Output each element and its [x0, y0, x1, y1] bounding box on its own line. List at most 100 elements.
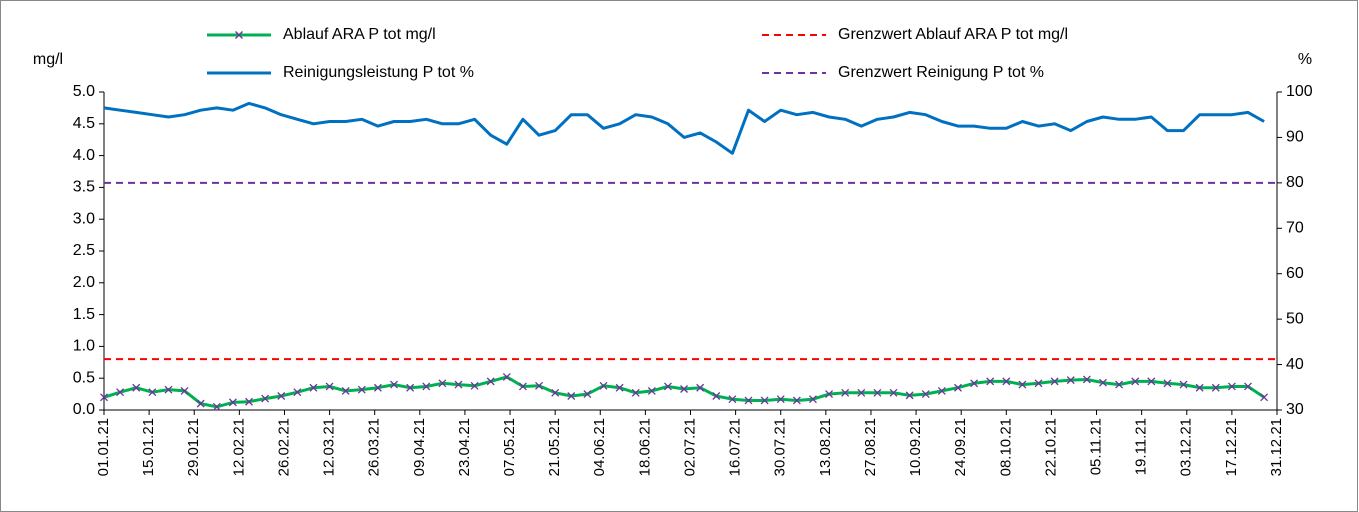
data-marker [1002, 377, 1011, 386]
y-tick-label: 4.5 [73, 115, 95, 132]
x-tick-label: 15.01.21 [140, 418, 157, 476]
data-marker [857, 388, 866, 397]
y2-tick-label: 40 [1286, 356, 1304, 373]
data-marker [406, 383, 415, 392]
data-marker [905, 391, 914, 400]
data-marker [1115, 380, 1124, 389]
data-marker [454, 380, 463, 389]
data-marker [1018, 380, 1027, 389]
x-tick-label: 10.09.21 [907, 418, 924, 476]
x-tick-label: 19.11.21 [1133, 418, 1150, 475]
data-marker [148, 388, 157, 397]
data-marker [776, 395, 785, 404]
data-line [103, 101, 1265, 155]
x-tick-label: 02.07.21 [681, 418, 698, 476]
y-tick-label: 0.0 [73, 401, 95, 418]
data-marker [841, 388, 850, 397]
y-tick-label: 1.0 [73, 338, 95, 355]
data-marker [357, 385, 366, 394]
data-marker [921, 390, 930, 399]
x-tick-label: 31.12.21 [1268, 418, 1285, 476]
y2-tick-label: 50 [1286, 310, 1304, 327]
data-marker [518, 382, 527, 391]
data-marker [954, 383, 962, 392]
data-marker [228, 398, 237, 407]
data-marker [309, 383, 318, 392]
data-marker [1163, 379, 1172, 388]
legend-label: Grenzwert Reinigung P tot % [838, 64, 1044, 81]
data-marker [341, 386, 350, 395]
data-marker [422, 382, 431, 391]
data-marker [535, 381, 544, 390]
x-tick-label: 21.05.21 [546, 418, 563, 476]
data-marker [663, 382, 672, 391]
data-marker [1050, 377, 1059, 386]
legend-label: Grenzwert Ablauf ARA P tot mg/l [838, 26, 1068, 43]
x-tick-label: 12.02.21 [230, 418, 247, 476]
x-tick-label: 22.10.21 [1042, 418, 1059, 476]
data-marker [986, 377, 995, 386]
data-marker [1066, 376, 1075, 385]
data-marker [760, 396, 769, 405]
data-marker [551, 388, 560, 397]
data-marker [164, 385, 173, 394]
x-tick-label: 07.05.21 [501, 418, 518, 476]
x-tick-label: 08.10.21 [997, 418, 1014, 476]
data-marker [373, 383, 382, 392]
data-marker [583, 390, 592, 399]
x-tick-label: 05.11.21 [1088, 418, 1105, 475]
y2-tick-label: 60 [1286, 265, 1304, 282]
data-marker [599, 381, 608, 390]
x-tick-label: 27.08.21 [862, 418, 879, 476]
data-marker [680, 385, 689, 393]
x-tick-label: 26.03.21 [366, 418, 383, 476]
data-marker [1244, 382, 1252, 391]
data-marker [1082, 375, 1091, 384]
data-marker [325, 382, 334, 391]
data-marker [470, 381, 479, 390]
legend-label: Ablauf ARA P tot mg/l [283, 26, 436, 43]
data-marker [196, 399, 205, 408]
data-marker [696, 383, 705, 392]
data-marker [212, 402, 221, 411]
x-tick-label: 04.06.21 [591, 418, 608, 476]
data-marker [1260, 393, 1269, 402]
data-marker [390, 380, 398, 389]
y2-tick-label: 80 [1286, 174, 1304, 191]
y-tick-label: 3.0 [73, 210, 95, 227]
x-tick-label: 18.06.21 [636, 418, 653, 476]
y-tick-label: 2.5 [73, 242, 95, 259]
data-marker [116, 388, 125, 397]
data-marker [277, 392, 286, 400]
data-marker [631, 388, 640, 397]
data-marker [1099, 378, 1107, 387]
y-tick-label: 1.5 [73, 306, 95, 323]
data-marker [132, 383, 141, 392]
data-marker [647, 386, 656, 395]
data-marker [1227, 382, 1236, 391]
data-marker [937, 386, 946, 395]
data-marker [712, 392, 721, 400]
y-tick-label: 4.0 [73, 147, 95, 164]
x-tick-label: 13.08.21 [817, 418, 834, 476]
data-marker [825, 390, 834, 399]
x-tick-label: 09.04.21 [411, 418, 428, 476]
data-marker [1195, 383, 1204, 392]
data-marker [180, 386, 189, 395]
data-marker [889, 388, 898, 397]
data-marker [1034, 379, 1043, 388]
data-marker [1131, 377, 1140, 386]
data-marker [293, 388, 302, 397]
x-tick-label: 17.12.21 [1223, 418, 1240, 476]
y-tick-label: 3.5 [73, 179, 95, 196]
data-marker [486, 377, 495, 386]
x-tick-label: 12.03.21 [321, 418, 338, 476]
data-marker [615, 383, 624, 392]
data-marker [261, 394, 270, 403]
x-tick-label: 26.02.21 [275, 418, 292, 476]
data-marker [567, 392, 576, 400]
data-marker [245, 397, 253, 406]
data-marker [1211, 383, 1220, 392]
y-tick-label: 5.0 [73, 83, 95, 100]
